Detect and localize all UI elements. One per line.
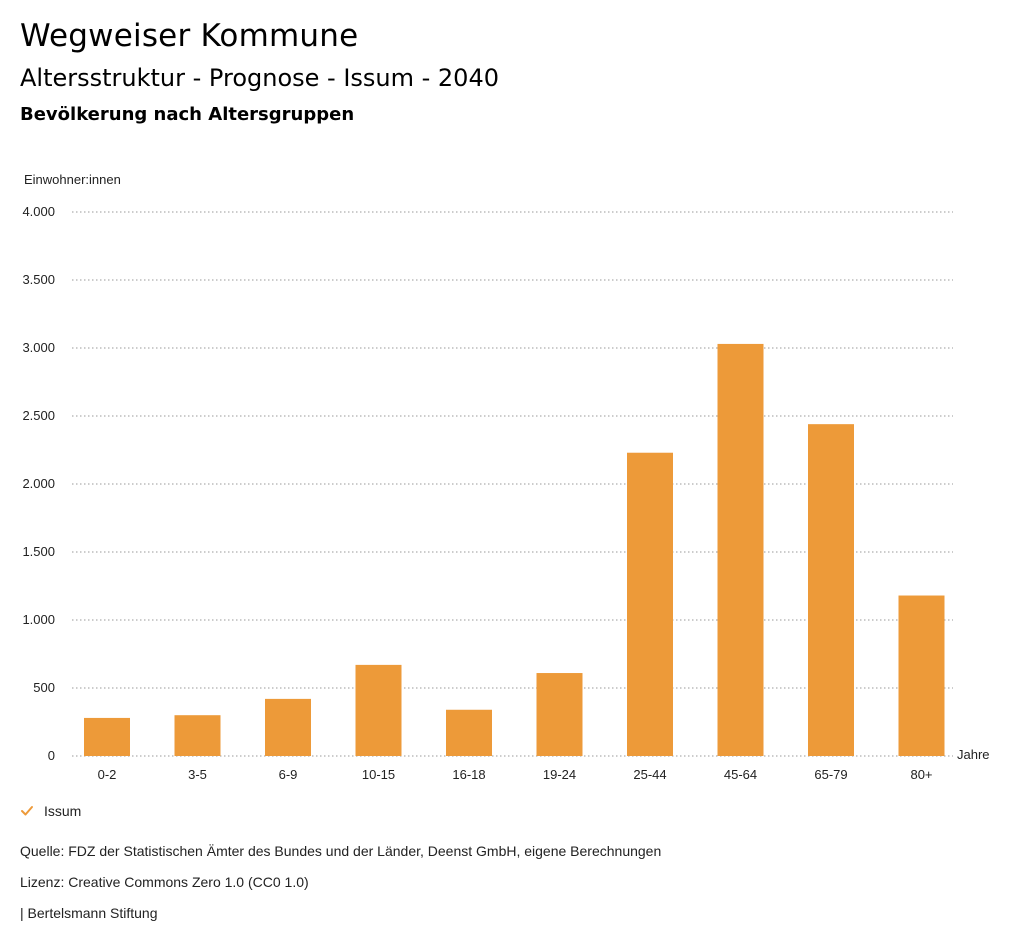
bar-10-15[interactable]: [355, 664, 402, 756]
x-tick-label: 10-15: [362, 767, 395, 782]
x-tick-label: 80+: [910, 767, 932, 782]
x-tick-label: 65-79: [814, 767, 847, 782]
bar-chart: 05001.0001.5002.0002.5003.0003.5004.000 …: [22, 172, 990, 782]
bar-16-18[interactable]: [446, 709, 492, 756]
y-tick-label: 500: [33, 680, 55, 695]
bar-19-24[interactable]: [536, 673, 583, 756]
y-tick-label: 4.000: [22, 204, 55, 219]
y-tick-label: 0: [48, 748, 55, 763]
legend-item-issum[interactable]: Issum: [20, 803, 81, 819]
bar-0-2[interactable]: [84, 717, 130, 756]
x-tick-label: 6-9: [279, 767, 298, 782]
x-tick-label: 25-44: [633, 767, 666, 782]
y-tick-label: 1.000: [22, 612, 55, 627]
bar-6-9[interactable]: [265, 698, 311, 756]
bar-80+[interactable]: [898, 595, 945, 756]
x-tick-label: 0-2: [98, 767, 117, 782]
x-tick-labels: 0-2 3-5 6-9 10-15 16-18 19-24 25-44 45-64 65-79 8…: [98, 767, 933, 782]
bar-45-64[interactable]: [717, 343, 764, 756]
bar-3-5[interactable]: [174, 715, 221, 756]
x-tick-label: 16-18: [452, 767, 485, 782]
license-note: Lizenz: Creative Commons Zero 1.0 (CC0 1…: [20, 874, 309, 890]
grid-lines: [72, 211, 953, 757]
page-title: Wegweiser Kommune: [20, 18, 359, 54]
x-tick-label: 3-5: [188, 767, 207, 782]
check-icon: [21, 806, 33, 816]
x-axis-label: Jahre: [957, 747, 990, 762]
y-axis-label: Einwohner:innen: [24, 172, 121, 187]
bar-25-44[interactable]: [627, 452, 673, 756]
legend-label: Issum: [44, 803, 82, 819]
source-note: Quelle: FDZ der Statistischen Ämter des …: [20, 843, 662, 859]
chart-heading: Bevölkerung nach Altersgruppen: [20, 104, 355, 125]
x-tick-label: 45-64: [724, 767, 757, 782]
y-tick-label: 1.500: [22, 544, 55, 559]
bars: [84, 343, 945, 756]
bar-65-79[interactable]: [808, 424, 854, 756]
x-tick-label: 19-24: [543, 767, 576, 782]
y-tick-label: 3.500: [22, 272, 55, 287]
page-subtitle: Altersstruktur - Prognose - Issum - 2040: [20, 64, 499, 92]
y-tick-labels: 0 500 1.000 1.500 2.000 2.500 3.000 3.500 4.000: [22, 204, 55, 763]
y-tick-label: 2.000: [22, 476, 55, 491]
y-tick-label: 3.000: [22, 340, 55, 355]
publisher-note: | Bertelsmann Stiftung: [20, 905, 158, 921]
y-tick-label: 2.500: [22, 408, 55, 423]
